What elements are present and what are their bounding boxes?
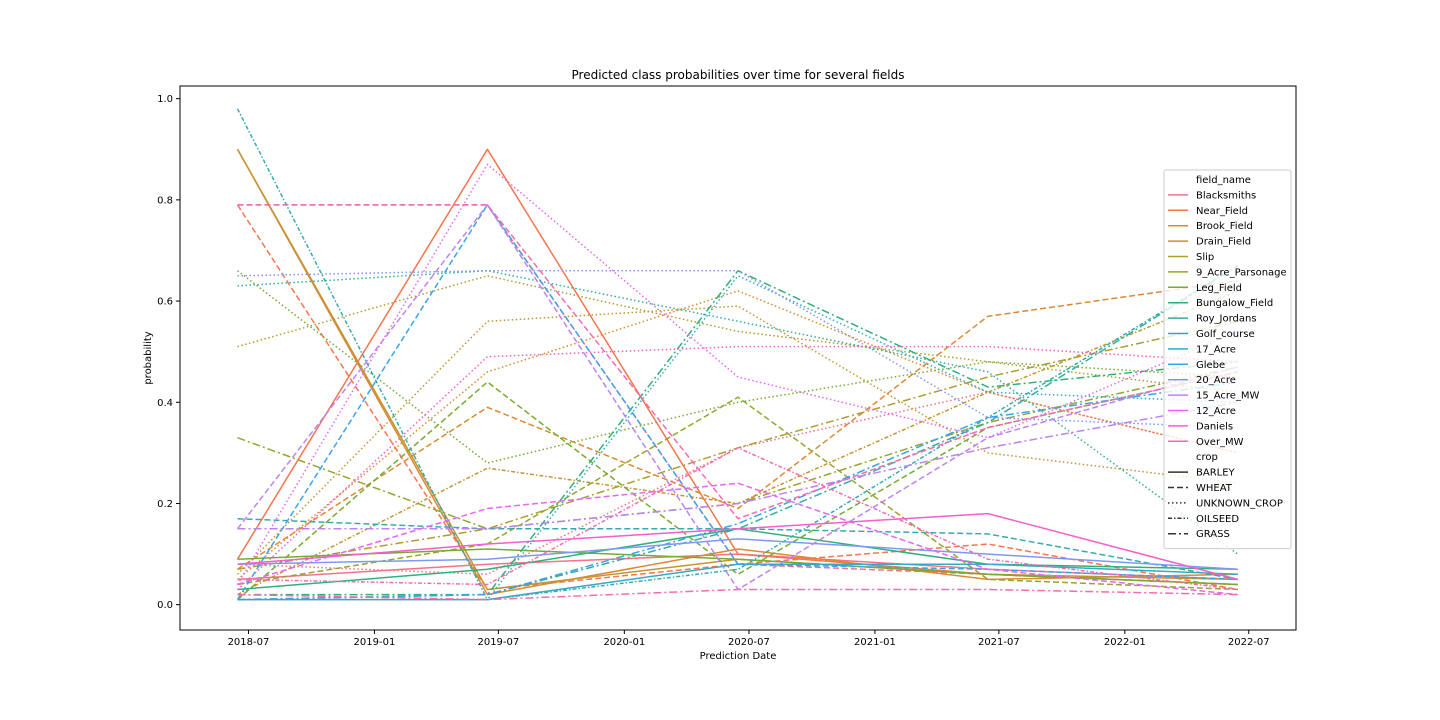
x-tick-label: 2019-01 xyxy=(354,637,396,648)
legend-field-label: Leg_Field xyxy=(1196,283,1242,294)
legend-crop-label: BARLEY xyxy=(1196,468,1236,479)
legend-box xyxy=(1163,169,1292,550)
legend-field-label: 20_Acre xyxy=(1196,375,1236,386)
series-line-12-acre-wheat xyxy=(237,482,1238,596)
legend-field-label: Over_MW xyxy=(1196,437,1244,448)
series-line-leg-field-barley xyxy=(237,548,1238,586)
legend-field-label: Roy_Jordans xyxy=(1196,314,1257,325)
series-line-17-acre-unknown-crop xyxy=(237,275,1238,601)
x-axis: 2018-07 2019-01 2019-07 2020-01 2020-07 2021-… xyxy=(228,630,1270,648)
series-line-blacksmiths-unknown-crop xyxy=(237,391,1238,576)
legend-crop-label: WHEAT xyxy=(1196,483,1233,494)
series-line-slip-unknown-crop xyxy=(237,275,1238,393)
series-line-daniels-barley xyxy=(237,512,1238,581)
legend-group-title: crop xyxy=(1196,452,1218,463)
x-tick-label: 2021-07 xyxy=(978,637,1020,648)
series-line-15-acre-mw-grass xyxy=(237,401,1238,530)
series-line-20-acre-unknown-crop xyxy=(237,269,1238,429)
y-tick-label: 0.0 xyxy=(157,600,173,611)
plot-lines xyxy=(236,108,1239,601)
legend-field-label: Golf_course xyxy=(1196,329,1255,340)
legend-field-label: Glebe xyxy=(1196,360,1225,371)
series-line-glebe-wheat xyxy=(236,204,1238,601)
series-line-leg-field-unknown-crop xyxy=(237,270,1238,464)
legend-field-label: Blacksmiths xyxy=(1196,190,1256,201)
plot-frame xyxy=(179,85,1297,631)
legend-field-label: Bungalow_Field xyxy=(1196,298,1273,309)
series-line-12-acre-unknown-crop xyxy=(236,163,1239,585)
series-line-bungalow-field-grass xyxy=(237,269,1238,596)
series-line-over-mw-wheat xyxy=(237,204,1238,520)
series-line-drain-field-unknown-crop xyxy=(236,305,1238,575)
legend-field-label: Brook_Field xyxy=(1196,221,1253,232)
chart-title: Predicted class probabilities over time … xyxy=(572,68,905,82)
x-tick-label: 2020-07 xyxy=(728,637,770,648)
legend-field-label: Drain_Field xyxy=(1196,237,1251,248)
y-tick-label: 0.6 xyxy=(157,297,173,308)
legend-field-label: 9_Acre_Parsonage xyxy=(1196,267,1287,278)
series-line-9-acre-parsonage-wheat xyxy=(237,396,1238,591)
legend-field-label: 17_Acre xyxy=(1196,344,1236,355)
legend-group-title: field_name xyxy=(1196,175,1251,186)
series-line-drain-field-barley xyxy=(236,148,1238,591)
series-line-roy-jordans-unknown-crop xyxy=(237,269,1239,555)
x-tick-label: 2022-01 xyxy=(1104,637,1146,648)
series-line-over-mw-oilseed xyxy=(237,447,1238,591)
legend-field-label: Daniels xyxy=(1196,421,1233,432)
x-tick-label: 2018-07 xyxy=(228,637,270,648)
series-line-over-mw-grass xyxy=(237,588,1238,601)
legend-crop-label: GRASS xyxy=(1196,529,1230,540)
legend-field-label: Near_Field xyxy=(1196,206,1248,217)
x-tick-label: 2022-07 xyxy=(1228,637,1270,648)
x-axis-title: Prediction Date xyxy=(700,651,777,662)
series-line-brook-field-unknown-crop xyxy=(237,290,1238,580)
y-tick-label: 0.8 xyxy=(157,195,173,206)
series-line-glebe-grass xyxy=(237,381,1238,601)
legend-crop-label: UNKNOWN_CROP xyxy=(1196,498,1283,509)
x-tick-label: 2020-01 xyxy=(603,637,645,648)
y-axis-title: probability xyxy=(143,331,154,384)
y-tick-label: 0.4 xyxy=(157,398,173,409)
legend-field-label: 15_Acre_MW xyxy=(1196,391,1260,402)
y-tick-label: 1.0 xyxy=(157,94,173,105)
legend-field-label: 12_Acre xyxy=(1196,406,1236,417)
legend-crop-label: OILSEED xyxy=(1196,514,1239,525)
y-axis: 0.0 0.2 0.4 0.6 0.8 1.0 xyxy=(157,94,180,611)
series-line-brook-field-barley xyxy=(236,148,1238,596)
series-line-blacksmiths-wheat xyxy=(237,204,1238,586)
x-tick-label: 2019-07 xyxy=(477,637,519,648)
x-tick-label: 2021-01 xyxy=(854,637,896,648)
series-line-brook-field-wheat xyxy=(237,280,1238,570)
y-tick-label: 0.2 xyxy=(157,499,173,510)
legend-field-label: Slip xyxy=(1196,252,1214,263)
series-line-golf-course-oilseed xyxy=(236,108,1239,601)
series-line-20-acre-barley xyxy=(237,538,1238,571)
legend: field_name Blacksmiths Near_Field Brook_Fie… xyxy=(1163,169,1292,550)
series-line-daniels-unknown-crop xyxy=(236,345,1238,591)
